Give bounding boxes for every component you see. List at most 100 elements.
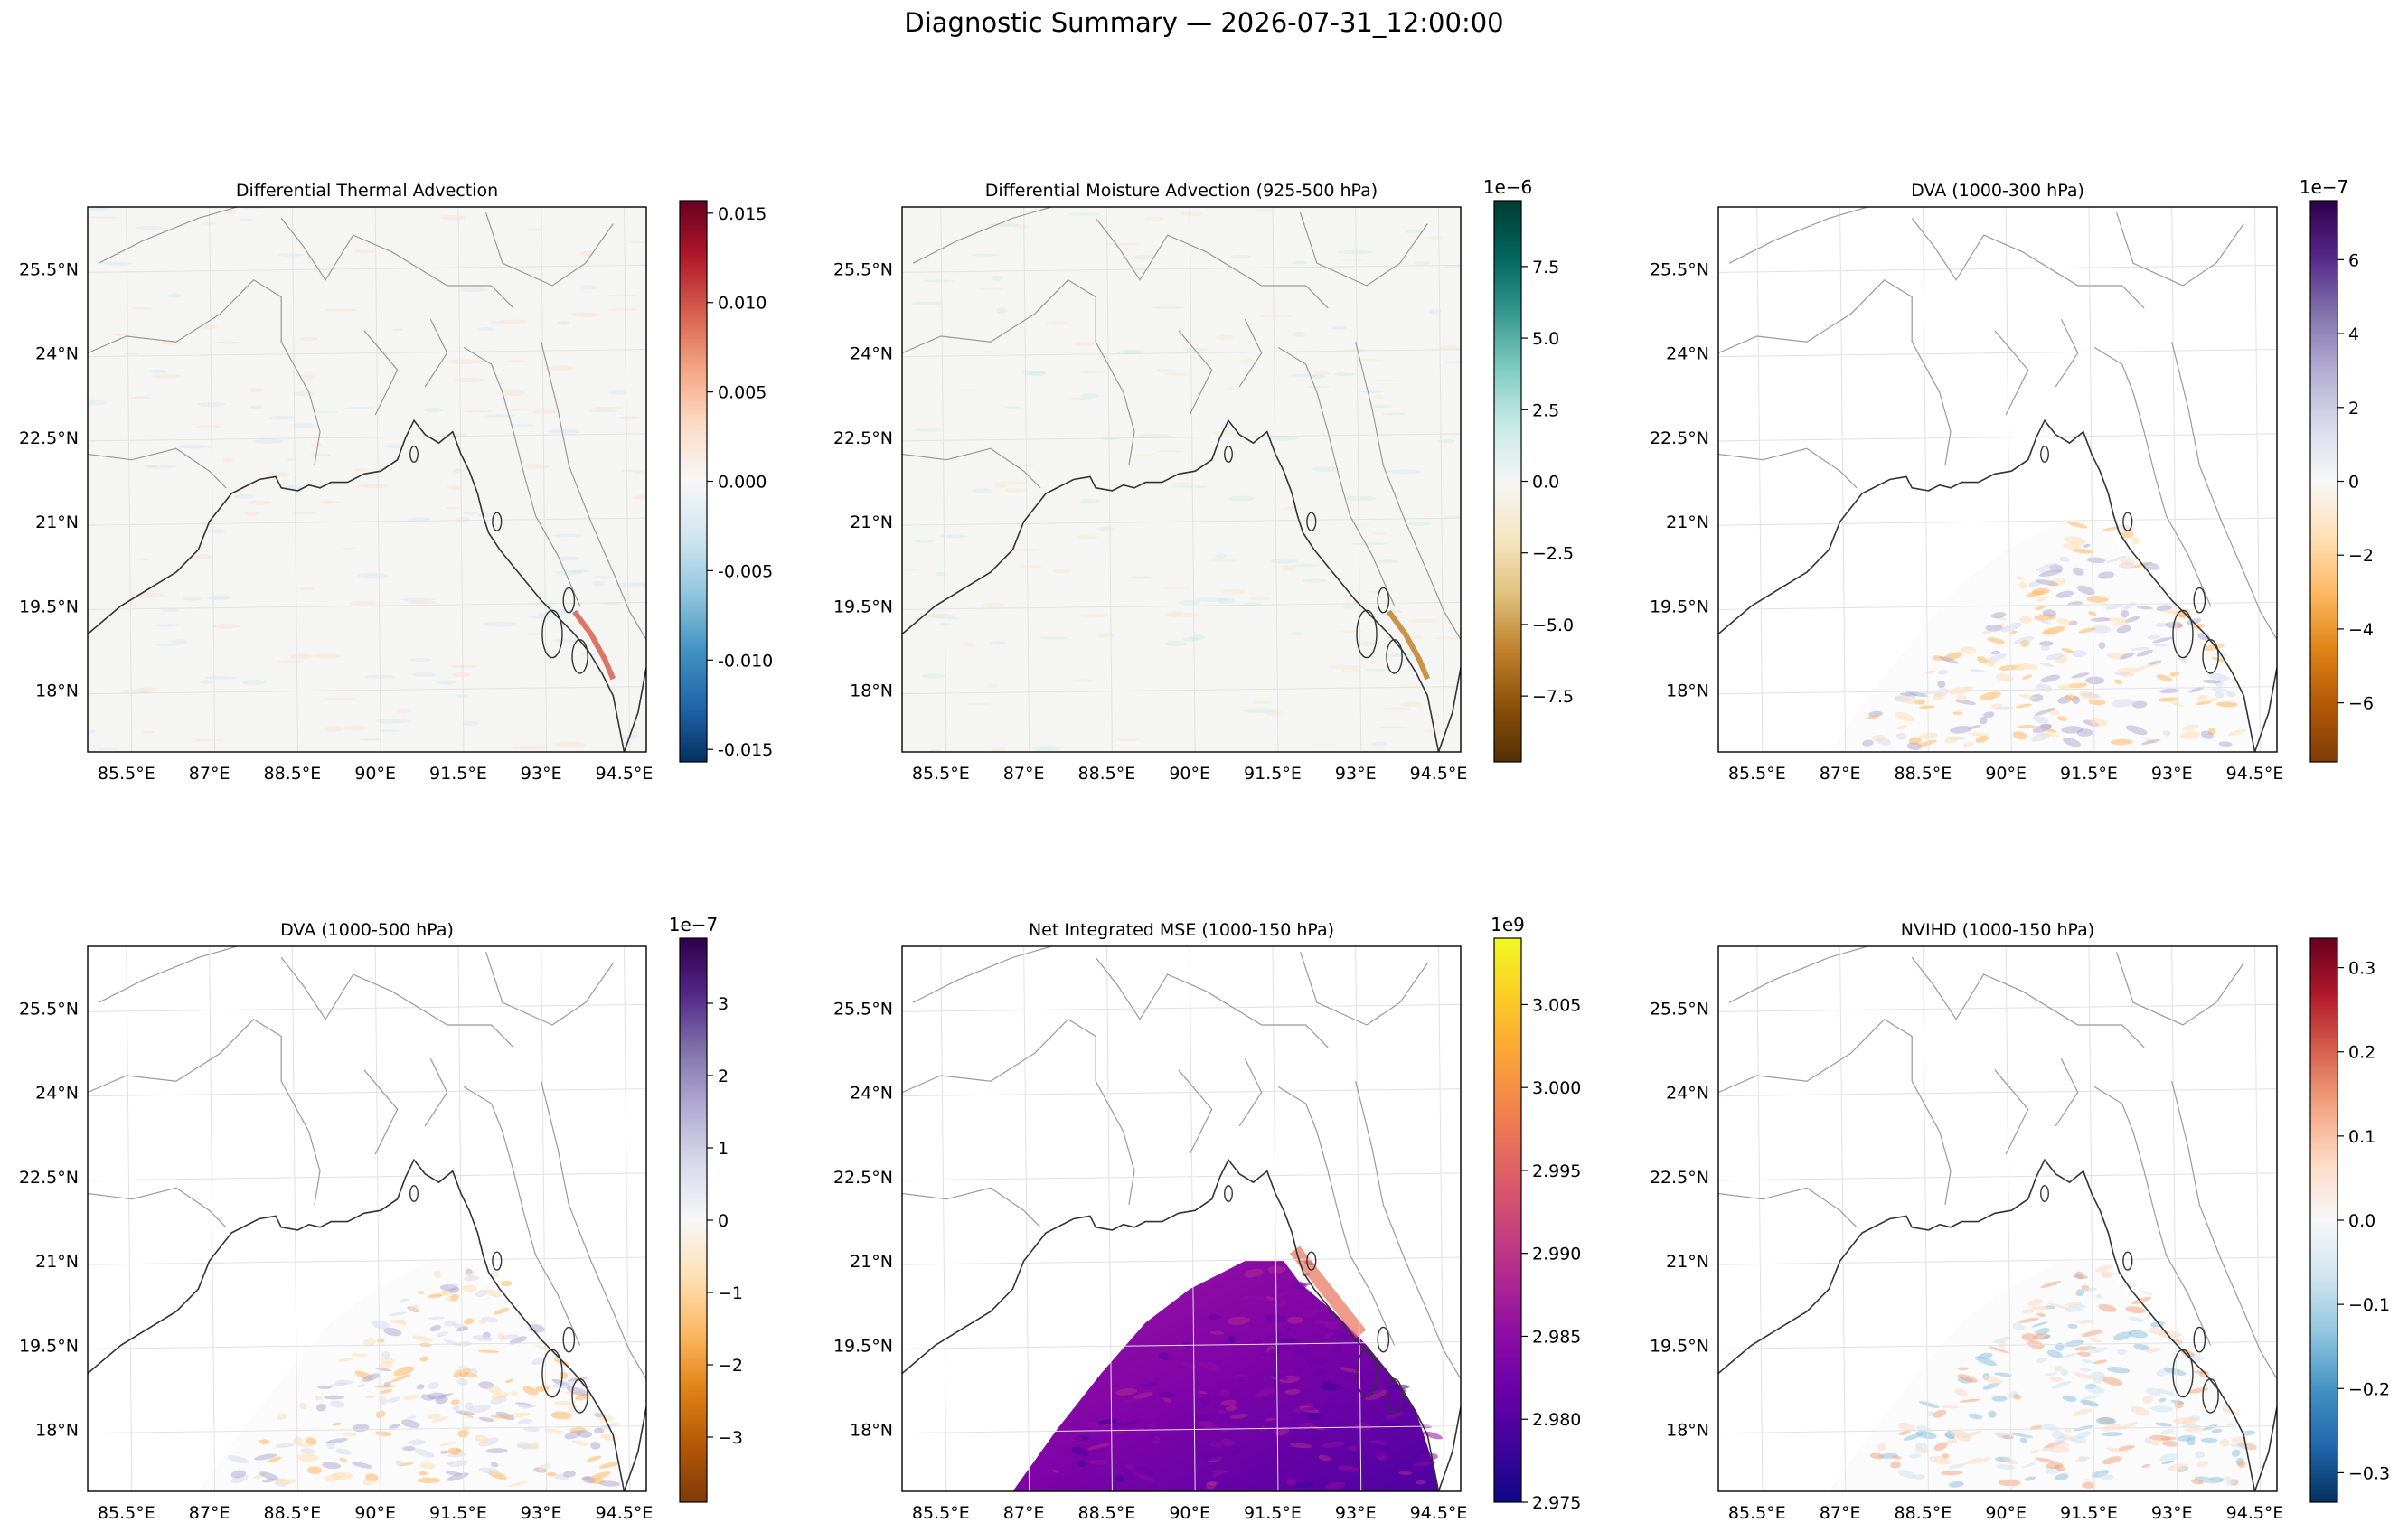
y-tick-label: 21°N [1666,512,1709,532]
field-feature [2050,1376,2063,1383]
island-outline [2040,1185,2049,1202]
field-feature [1228,1335,1237,1343]
field-feature [1009,463,1036,467]
field-feature [1220,1399,1237,1406]
colorbar-gradient [2309,937,2338,1503]
field-feature [1398,1441,1406,1446]
field-feature [2012,731,2027,740]
field-feature [954,389,982,391]
field-feature [608,390,627,395]
y-tick-label: 18°N [35,681,79,701]
field-feature [547,428,580,434]
field-feature [2159,688,2180,694]
field-feature [1227,1316,1250,1325]
field-feature [1228,495,1256,502]
parallel-line [88,1003,646,1012]
field-feature [2064,536,2086,545]
field-feature [1307,386,1331,389]
field-feature [528,1324,545,1333]
field-feature [940,622,952,626]
x-tick-label: 91.5°E [429,764,487,784]
parallel-line [1718,264,2277,273]
colorbar-tick-label: 6 [2348,250,2359,270]
field-feature [1318,1454,1331,1462]
border-line [2116,212,2244,287]
border-line [98,946,238,1003]
y-tick-label: 21°N [850,512,893,532]
border-line [1238,319,1263,388]
y-tick-label: 22.5°N [19,428,79,448]
field-feature [2086,595,2109,604]
field-feature [2136,649,2153,657]
field-feature [2040,733,2060,738]
field-feature [1121,349,1145,354]
field-feature [88,399,108,406]
field-feature [317,1385,333,1389]
field-feature [1919,705,1935,710]
field-feature [2084,1345,2094,1350]
field-feature [474,1434,489,1443]
border-line [1238,1058,1263,1127]
field-feature [409,1439,426,1446]
field-feature [1351,523,1370,527]
field-feature [1382,707,1411,710]
field-feature [285,458,297,462]
island-outline [562,587,576,614]
field-feature [136,558,150,561]
field-feature [1338,1465,1360,1472]
field-feature [2142,562,2160,570]
colorbar-tick-label: −6 [2348,694,2374,714]
field-feature [1292,563,1322,568]
field-feature [1323,1332,1334,1339]
x-tick-label: 87°E [1820,1503,1861,1523]
field-feature [2036,1358,2046,1364]
field-feature [1301,578,1328,583]
field-feature [2105,555,2128,564]
field-feature [923,613,954,618]
field-feature [1165,612,1199,618]
field-feature [447,485,463,490]
field-feature [1211,1471,1223,1478]
coastline-path [2253,1406,2277,1491]
gridlines [902,207,1461,752]
parallel-line [902,264,1461,273]
border-line [463,346,581,606]
field-feature [2055,590,2074,598]
field-feature [2010,1433,2034,1438]
field-feature [494,1308,510,1315]
field-feature [1945,1437,1958,1445]
field-feature [1307,746,1340,748]
map-panel-4: DVA (1000-500 hPa) 85.5°E 87°E 88.5°E 90°E 91… [19,914,743,1523]
field-feature [2227,728,2246,737]
field-feature [448,1286,460,1293]
field-feature [1319,1320,1340,1330]
field-feature [2136,606,2153,610]
field-feature [1949,1480,1964,1488]
colorbar-gradient [1493,200,1522,763]
field-feature [1980,691,2001,700]
field-feature [495,390,526,397]
border-line [1095,218,1329,309]
field-feature [356,1384,366,1388]
field-feature [2090,617,2111,622]
field-feature [2032,715,2049,724]
field-feature [447,359,484,365]
parallel-line [88,264,646,273]
field-feature [2196,1461,2208,1468]
y-tick-label: 24°N [35,1084,79,1104]
field-feature [472,1335,494,1342]
field-feature [1164,641,1188,647]
x-tick-label: 94.5°E [1410,1503,1468,1523]
y-tick-label: 24°N [35,344,79,364]
field-feature [1079,393,1100,399]
colorbar-tick-label: 5.0 [1532,329,1559,349]
field-feature [325,1438,349,1444]
field-feature [1875,737,1891,746]
x-tick-label: 90°E [1169,764,1210,784]
field-feature [244,511,260,516]
field-feature [514,1402,533,1406]
field-feature [1073,341,1096,347]
field-feature [230,1470,247,1479]
field-feature [2030,694,2044,702]
parallel-line [902,517,1461,526]
